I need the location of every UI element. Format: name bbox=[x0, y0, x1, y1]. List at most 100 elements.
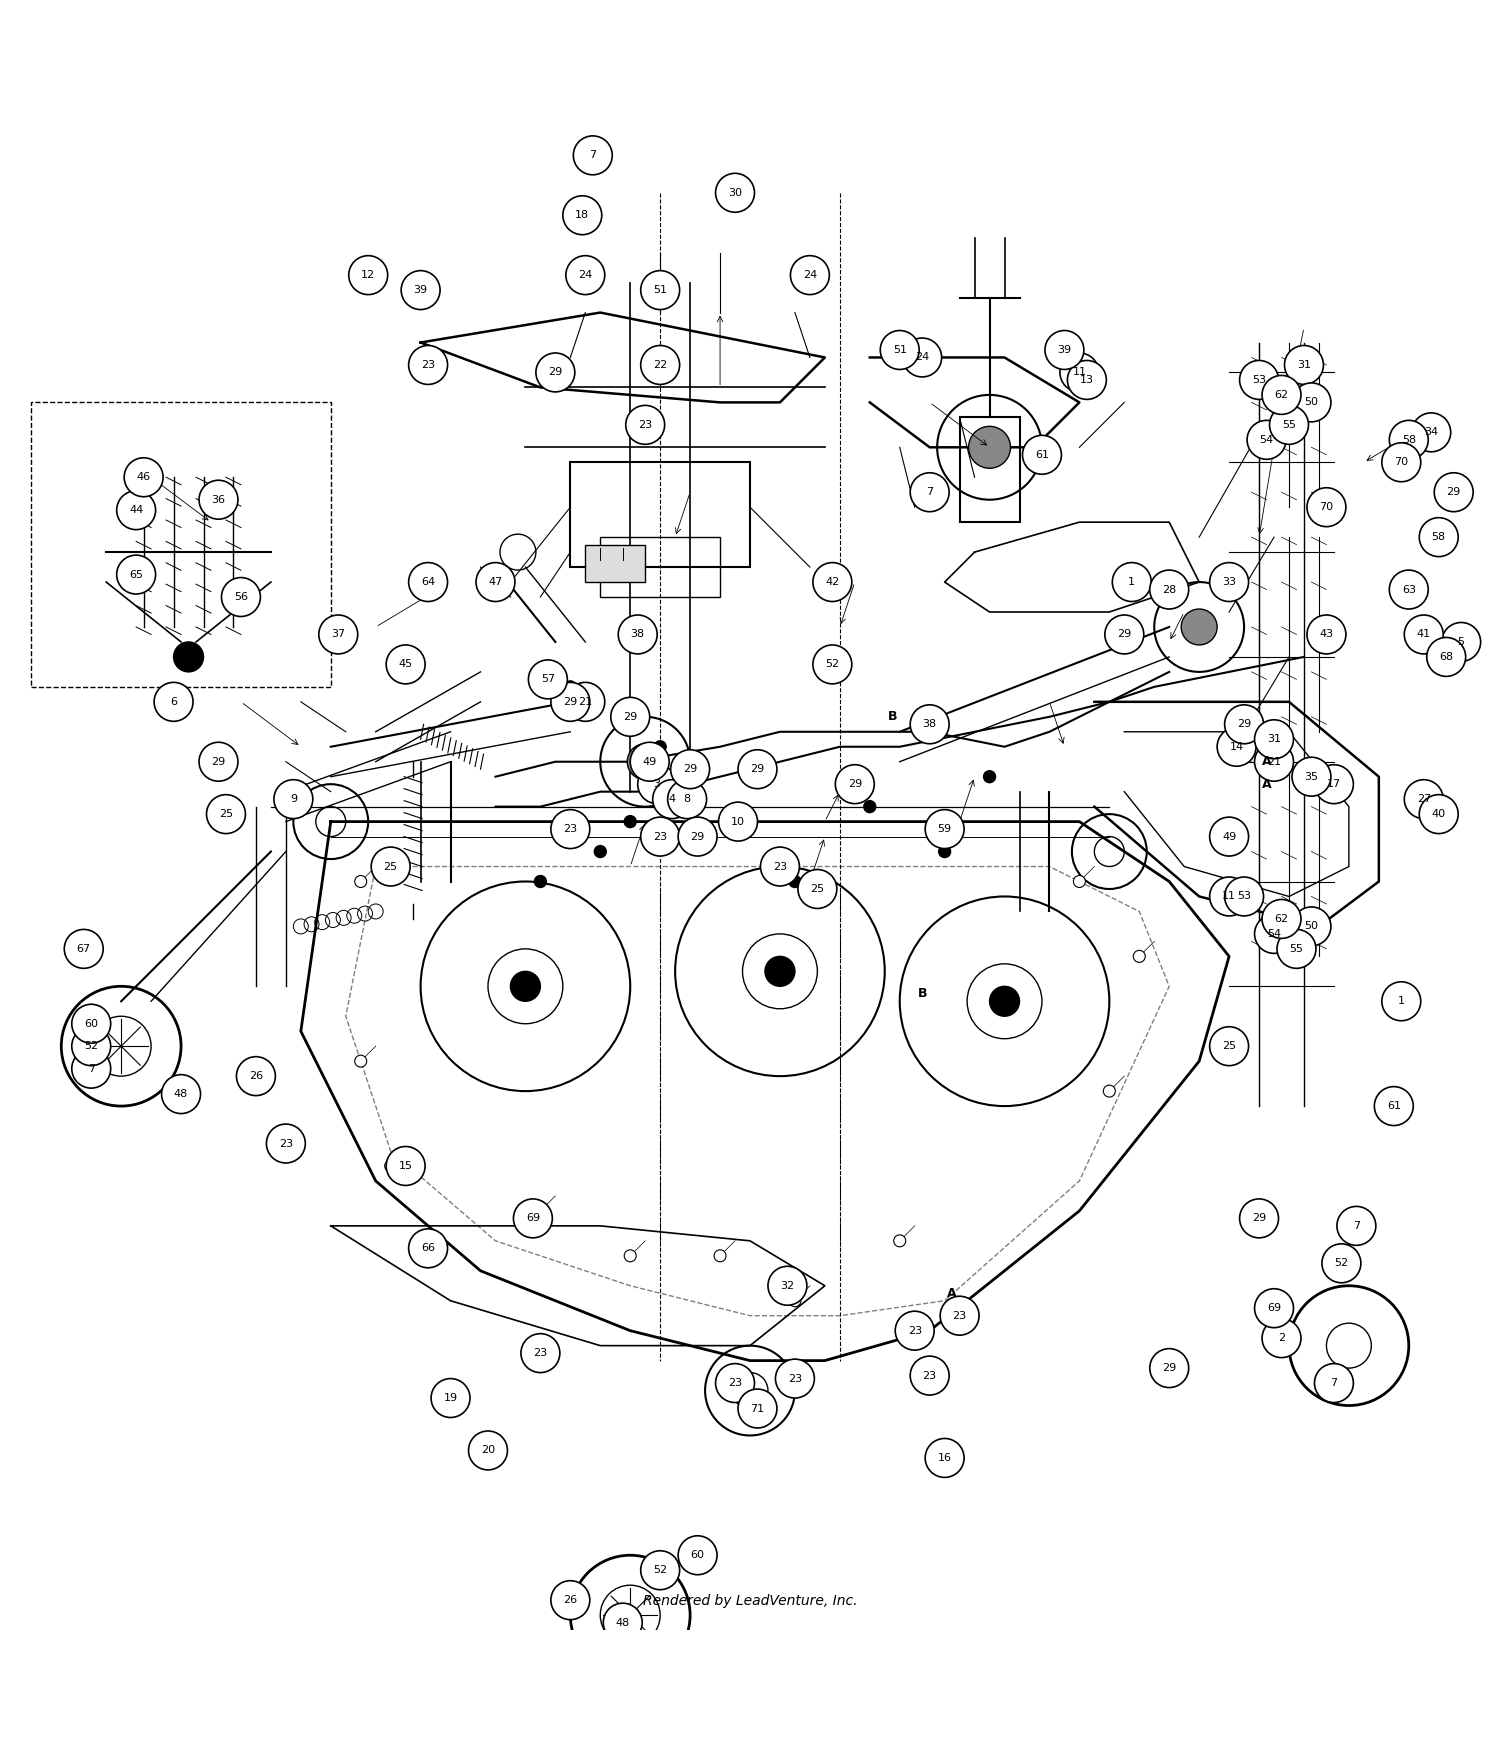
Circle shape bbox=[117, 490, 156, 529]
Circle shape bbox=[1292, 383, 1330, 421]
Circle shape bbox=[1209, 816, 1248, 857]
Text: 60: 60 bbox=[690, 1550, 705, 1560]
Circle shape bbox=[200, 742, 238, 781]
Text: 50: 50 bbox=[1305, 922, 1318, 931]
Text: 29: 29 bbox=[1446, 487, 1461, 497]
Text: 64: 64 bbox=[422, 577, 435, 587]
Circle shape bbox=[564, 681, 576, 693]
Circle shape bbox=[468, 1432, 507, 1470]
Circle shape bbox=[1254, 915, 1293, 954]
Text: 52: 52 bbox=[652, 1566, 668, 1574]
Bar bbox=[585, 545, 645, 582]
Text: 45: 45 bbox=[399, 659, 412, 670]
Circle shape bbox=[765, 956, 795, 986]
Circle shape bbox=[154, 682, 194, 721]
Text: 24: 24 bbox=[578, 270, 592, 280]
Text: 23: 23 bbox=[564, 823, 578, 834]
Circle shape bbox=[738, 1389, 777, 1428]
Text: 66: 66 bbox=[422, 1243, 435, 1253]
Text: 19: 19 bbox=[444, 1393, 458, 1403]
Circle shape bbox=[1336, 1206, 1376, 1245]
Text: 61: 61 bbox=[1388, 1102, 1401, 1111]
Circle shape bbox=[640, 816, 680, 857]
Text: 38: 38 bbox=[630, 629, 645, 640]
Circle shape bbox=[386, 645, 424, 684]
Circle shape bbox=[430, 1379, 470, 1417]
Circle shape bbox=[894, 1234, 906, 1246]
Text: 18: 18 bbox=[574, 210, 590, 220]
Circle shape bbox=[1224, 876, 1263, 917]
Circle shape bbox=[566, 682, 604, 721]
Circle shape bbox=[1239, 1199, 1278, 1238]
Circle shape bbox=[174, 642, 204, 672]
Text: 69: 69 bbox=[1268, 1303, 1281, 1313]
Circle shape bbox=[640, 346, 680, 384]
Text: 29: 29 bbox=[1252, 1213, 1266, 1224]
Circle shape bbox=[652, 779, 692, 818]
Text: 29: 29 bbox=[548, 367, 562, 377]
Text: Rendered by LeadVenture, Inc.: Rendered by LeadVenture, Inc. bbox=[642, 1594, 858, 1608]
Text: 65: 65 bbox=[129, 569, 142, 580]
Text: 23: 23 bbox=[952, 1310, 966, 1320]
Circle shape bbox=[594, 846, 606, 857]
Text: 26: 26 bbox=[249, 1072, 262, 1081]
Text: 55: 55 bbox=[1282, 420, 1296, 430]
Text: 46: 46 bbox=[136, 472, 150, 483]
Circle shape bbox=[550, 1581, 590, 1620]
Circle shape bbox=[1292, 906, 1330, 947]
Circle shape bbox=[370, 846, 410, 887]
Text: 23: 23 bbox=[279, 1139, 292, 1148]
Circle shape bbox=[684, 786, 696, 797]
Circle shape bbox=[1239, 360, 1278, 400]
Circle shape bbox=[354, 876, 366, 887]
Text: 7: 7 bbox=[87, 1063, 94, 1074]
Circle shape bbox=[200, 480, 238, 518]
Text: 3: 3 bbox=[654, 779, 660, 790]
Circle shape bbox=[320, 615, 357, 654]
Circle shape bbox=[1023, 435, 1062, 474]
Circle shape bbox=[654, 740, 666, 753]
Bar bbox=[32, 402, 332, 688]
Circle shape bbox=[513, 1199, 552, 1238]
Circle shape bbox=[1434, 472, 1473, 511]
Circle shape bbox=[790, 256, 830, 294]
Text: 12: 12 bbox=[362, 270, 375, 280]
Text: 37: 37 bbox=[332, 629, 345, 640]
Circle shape bbox=[1306, 488, 1346, 527]
Text: 50: 50 bbox=[1305, 397, 1318, 407]
Circle shape bbox=[984, 770, 996, 783]
Text: 31: 31 bbox=[1298, 360, 1311, 370]
Text: 29: 29 bbox=[622, 712, 638, 721]
Circle shape bbox=[1180, 608, 1216, 645]
Circle shape bbox=[1262, 1319, 1300, 1358]
Text: 20: 20 bbox=[482, 1446, 495, 1456]
Text: 67: 67 bbox=[76, 943, 92, 954]
Text: 35: 35 bbox=[1305, 772, 1318, 781]
Text: 16: 16 bbox=[938, 1453, 951, 1463]
Circle shape bbox=[520, 1333, 560, 1373]
Circle shape bbox=[718, 802, 758, 841]
Text: 1: 1 bbox=[1128, 577, 1136, 587]
Circle shape bbox=[1404, 779, 1443, 818]
Circle shape bbox=[1314, 765, 1353, 804]
Circle shape bbox=[626, 405, 664, 444]
Text: 34: 34 bbox=[1424, 427, 1438, 437]
Text: 33: 33 bbox=[1222, 577, 1236, 587]
Text: 6: 6 bbox=[170, 696, 177, 707]
Circle shape bbox=[162, 1075, 201, 1114]
Circle shape bbox=[566, 256, 604, 294]
Text: 47: 47 bbox=[489, 577, 502, 587]
Circle shape bbox=[864, 800, 876, 813]
Text: 25: 25 bbox=[384, 862, 398, 871]
Text: 21: 21 bbox=[578, 696, 592, 707]
Text: 8: 8 bbox=[684, 793, 690, 804]
Circle shape bbox=[1209, 1026, 1248, 1065]
Text: 62: 62 bbox=[1275, 913, 1288, 924]
Circle shape bbox=[510, 971, 540, 1001]
Text: 25: 25 bbox=[1222, 1042, 1236, 1051]
Circle shape bbox=[789, 1294, 801, 1306]
Text: 29: 29 bbox=[211, 756, 225, 767]
Circle shape bbox=[1374, 1086, 1413, 1125]
Text: 23: 23 bbox=[534, 1349, 548, 1358]
Circle shape bbox=[550, 682, 590, 721]
